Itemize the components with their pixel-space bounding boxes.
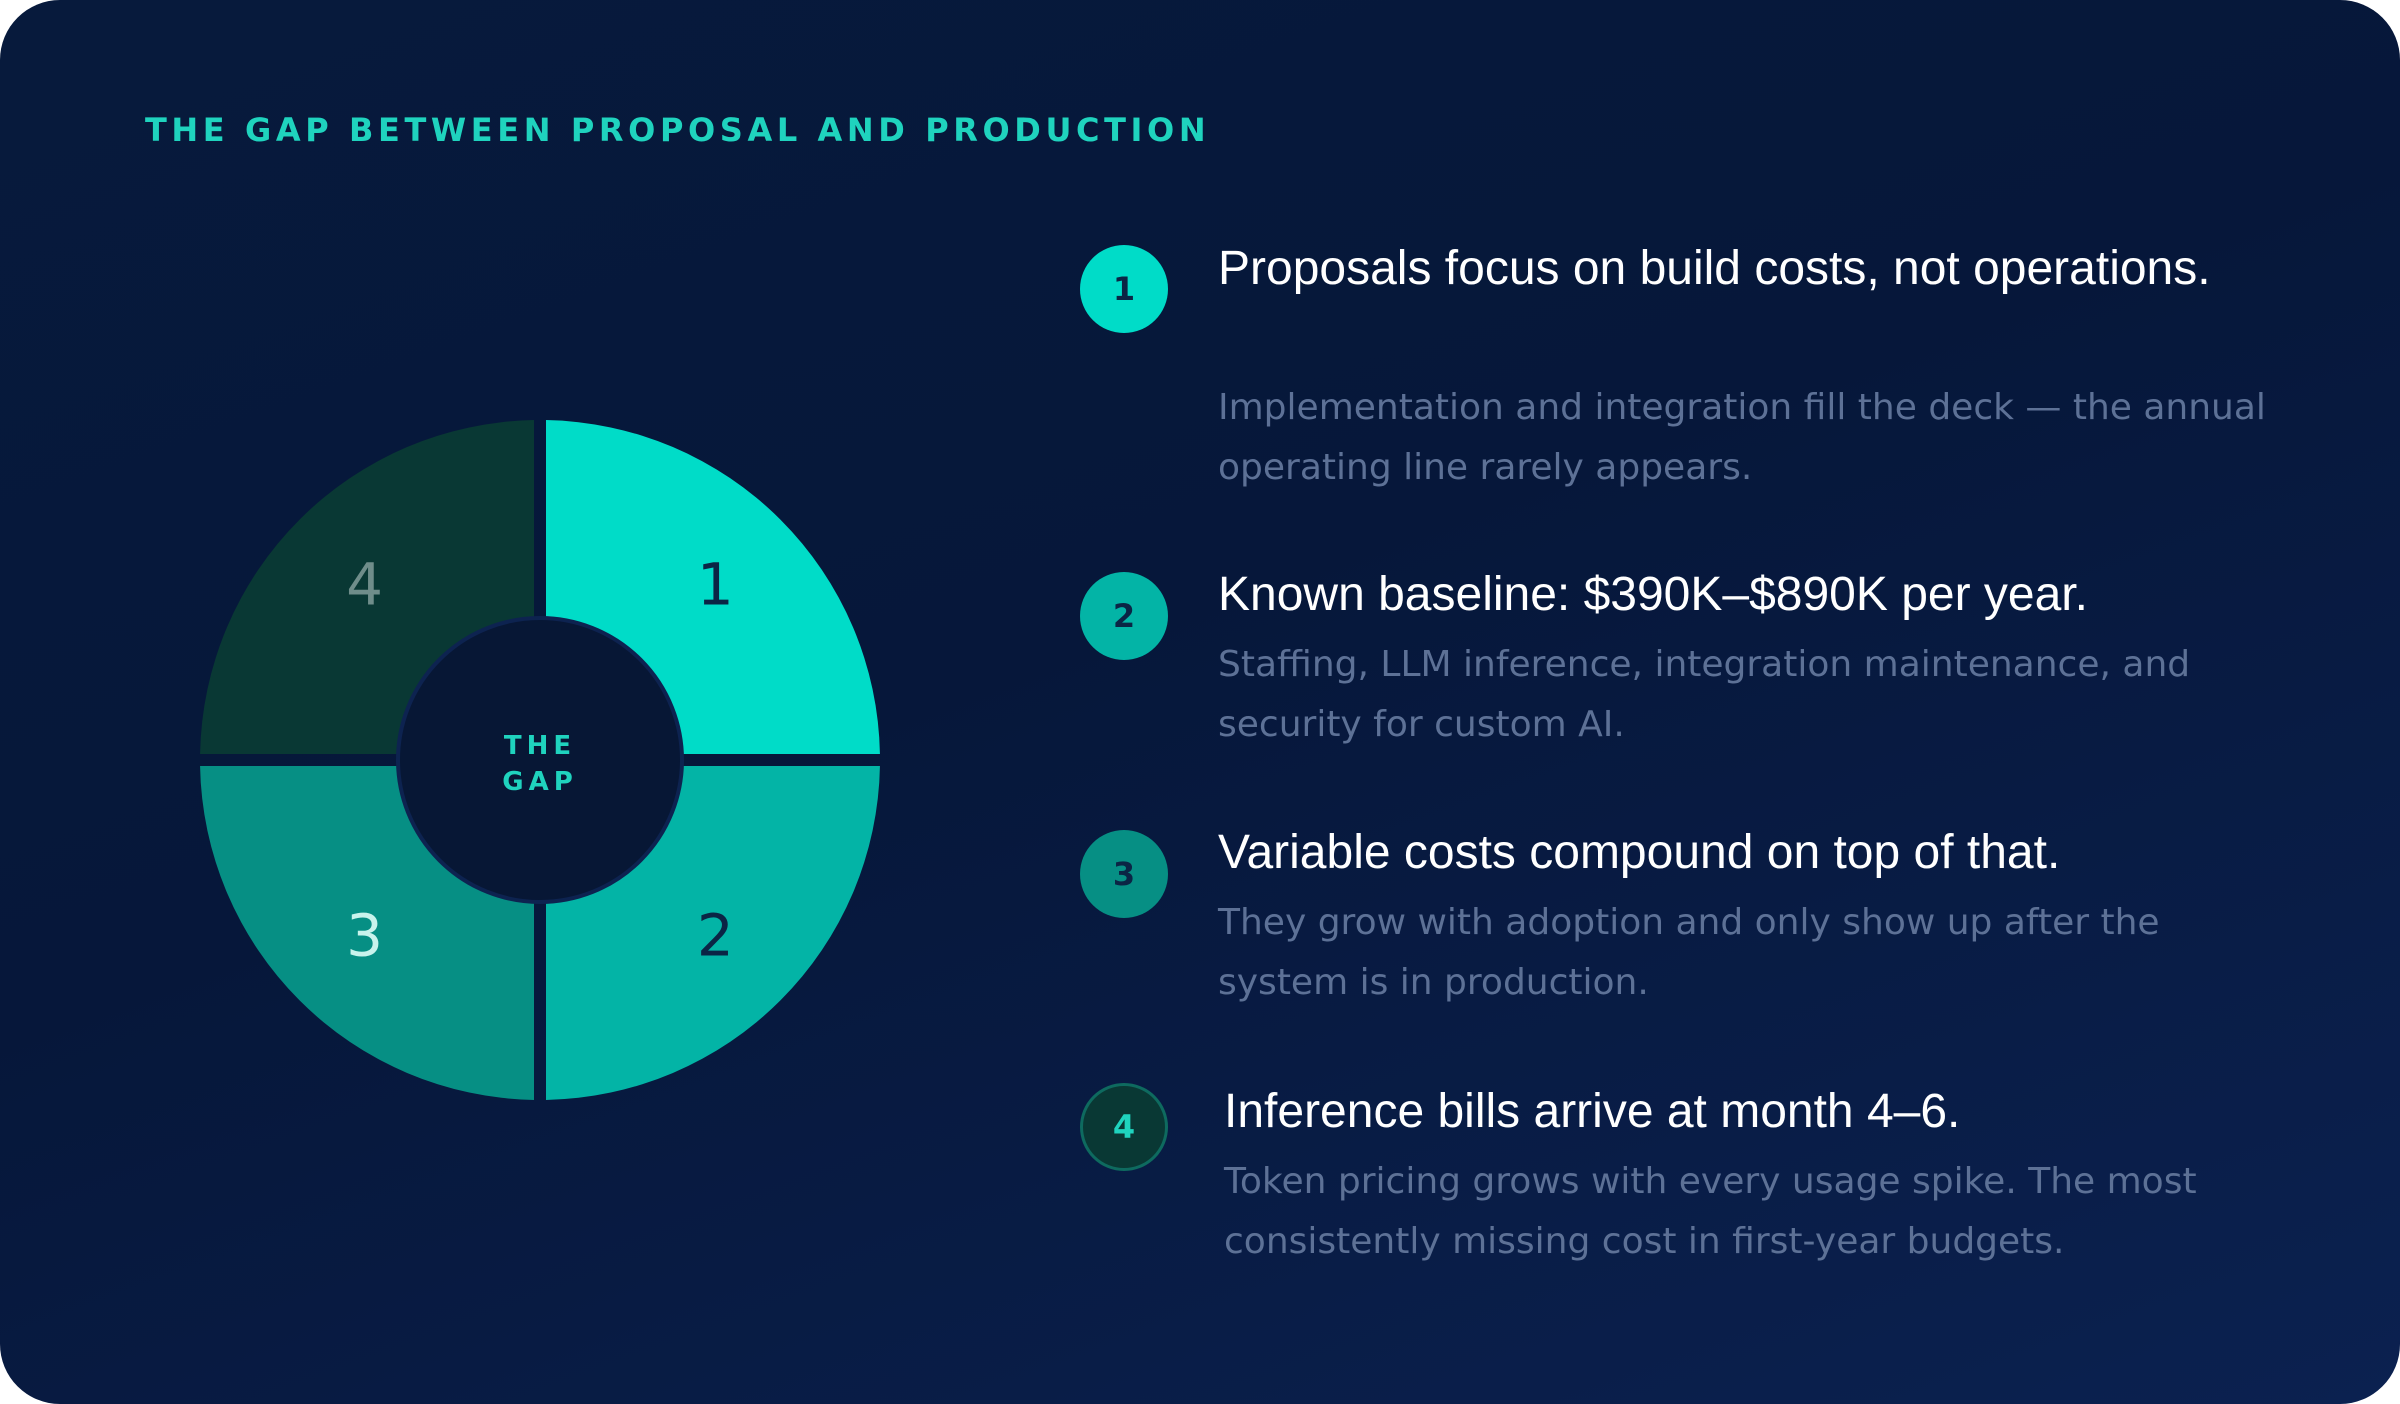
item-description-3: They grow with adoption and only show up… — [1218, 902, 2160, 1003]
item-title-1: Proposals focus on build costs, not oper… — [1218, 242, 2211, 295]
donut-center-hole — [396, 616, 684, 904]
item-number-badge-3: 3 — [1080, 830, 1168, 918]
item-description-2: Staffing, LLM inference, integration mai… — [1218, 644, 2191, 745]
donut-segment-label-1: 1 — [697, 551, 734, 619]
item-description-1: Implementation and integration fill the … — [1218, 387, 2266, 488]
item-description-4: Token pricing grows with every usage spi… — [1224, 1161, 2197, 1262]
donut-segment-2 — [545, 765, 880, 1100]
donut-segment-1 — [545, 420, 880, 755]
item-title-3: Variable costs compound on top of that. — [1218, 826, 2061, 879]
item-number-badge-1: 1 — [1080, 245, 1168, 333]
donut-segment-3 — [200, 765, 535, 1100]
donut-segment-label-4: 4 — [346, 551, 383, 619]
gap-donut-diagram: 1 2 3 4 THE GAP — [200, 420, 880, 1100]
item-number-badge-2: 2 — [1080, 572, 1168, 660]
eyebrow-title: THE GAP BETWEEN PROPOSAL AND PRODUCTION — [145, 111, 1211, 149]
item-title-2: Known baseline: $390K–$890K per year. — [1218, 568, 2088, 621]
donut-segment-label-2: 2 — [697, 901, 734, 969]
donut-segment-4 — [200, 420, 535, 755]
gap-items-list: 1 Proposals focus on build costs, not op… — [1080, 0, 2300, 1404]
donut-center-label-line2: GAP — [502, 767, 578, 797]
donut-segment-label-3: 3 — [346, 901, 383, 969]
item-title-4: Inference bills arrive at month 4–6. — [1224, 1085, 1961, 1138]
donut-center-label-line1: THE — [504, 731, 576, 761]
item-number-badge-4: 4 — [1080, 1083, 1168, 1171]
